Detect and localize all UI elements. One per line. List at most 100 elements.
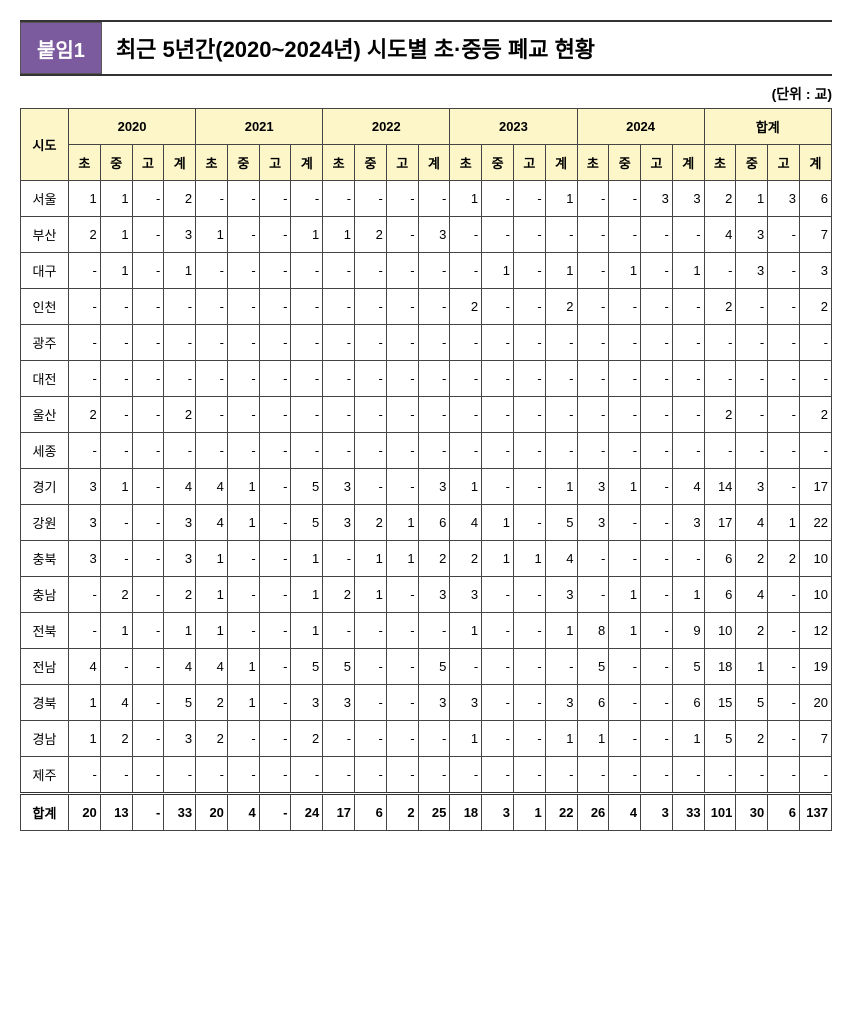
total-cell: 137 xyxy=(799,794,831,831)
data-cell: - xyxy=(577,577,609,613)
col-year-2021: 2021 xyxy=(196,109,323,145)
total-cell: 22 xyxy=(545,794,577,831)
data-cell: - xyxy=(450,217,482,253)
data-cell: - xyxy=(482,649,514,685)
data-cell: 3 xyxy=(164,541,196,577)
data-cell: - xyxy=(545,397,577,433)
data-cell: - xyxy=(513,181,545,217)
data-cell: 3 xyxy=(545,577,577,613)
data-cell: - xyxy=(227,397,259,433)
data-cell: - xyxy=(609,325,641,361)
data-cell: 1 xyxy=(196,541,228,577)
data-cell: 6 xyxy=(577,685,609,721)
data-cell: - xyxy=(259,577,291,613)
data-cell: 4 xyxy=(672,469,704,505)
data-cell: 3 xyxy=(799,253,831,289)
data-cell: - xyxy=(768,433,800,469)
data-cell: - xyxy=(291,361,323,397)
data-cell: 4 xyxy=(100,685,132,721)
region-cell: 광주 xyxy=(21,325,69,361)
data-cell: - xyxy=(482,325,514,361)
data-cell: 1 xyxy=(164,253,196,289)
total-cell: 4 xyxy=(227,794,259,831)
data-cell: - xyxy=(355,433,387,469)
data-cell: 1 xyxy=(450,469,482,505)
region-cell: 서울 xyxy=(21,181,69,217)
data-cell: - xyxy=(799,325,831,361)
data-cell: 18 xyxy=(704,649,736,685)
total-cell: 3 xyxy=(641,794,673,831)
data-cell: - xyxy=(132,541,164,577)
data-cell: 1 xyxy=(609,613,641,649)
data-cell: 3 xyxy=(323,685,355,721)
data-cell: - xyxy=(100,757,132,794)
data-cell: 1 xyxy=(69,181,101,217)
data-cell: - xyxy=(132,253,164,289)
data-cell: - xyxy=(641,397,673,433)
sub-header: 고 xyxy=(132,145,164,181)
data-cell: - xyxy=(513,361,545,397)
sub-header: 초 xyxy=(577,145,609,181)
data-cell: - xyxy=(196,397,228,433)
data-cell: 5 xyxy=(291,505,323,541)
data-cell: 15 xyxy=(704,685,736,721)
data-cell: - xyxy=(386,649,418,685)
data-cell: - xyxy=(641,649,673,685)
total-cell: 13 xyxy=(100,794,132,831)
data-cell: - xyxy=(641,217,673,253)
data-cell: - xyxy=(196,433,228,469)
data-cell: 3 xyxy=(69,505,101,541)
data-cell: 1 xyxy=(196,217,228,253)
table-row: 강원3--341-5321641-53--3174122 xyxy=(21,505,832,541)
data-cell: - xyxy=(132,577,164,613)
data-cell: 3 xyxy=(736,469,768,505)
data-cell: - xyxy=(450,757,482,794)
data-cell: - xyxy=(291,397,323,433)
data-cell: - xyxy=(577,757,609,794)
region-cell: 부산 xyxy=(21,217,69,253)
data-cell: 2 xyxy=(704,181,736,217)
data-cell: 2 xyxy=(799,397,831,433)
data-cell: - xyxy=(482,577,514,613)
data-cell: 1 xyxy=(768,505,800,541)
data-cell: 2 xyxy=(418,541,450,577)
data-cell: 4 xyxy=(196,505,228,541)
data-cell: 1 xyxy=(545,469,577,505)
data-cell: - xyxy=(323,397,355,433)
table-row: 전남4--441-55--5----5--5181-19 xyxy=(21,649,832,685)
sub-header: 초 xyxy=(450,145,482,181)
data-cell: - xyxy=(323,613,355,649)
data-cell: - xyxy=(672,361,704,397)
total-cell: 20 xyxy=(196,794,228,831)
region-cell: 전남 xyxy=(21,649,69,685)
sub-header: 고 xyxy=(641,145,673,181)
data-cell: - xyxy=(672,325,704,361)
title-bar: 붙임1 최근 5년간(2020~2024년) 시도별 초·중등 폐교 현황 xyxy=(20,20,832,76)
data-cell: - xyxy=(482,433,514,469)
sub-header: 중 xyxy=(100,145,132,181)
data-cell: - xyxy=(672,433,704,469)
data-cell: - xyxy=(736,757,768,794)
data-cell: - xyxy=(386,325,418,361)
data-cell: - xyxy=(259,181,291,217)
data-cell: - xyxy=(704,433,736,469)
data-cell: - xyxy=(386,181,418,217)
data-cell: 10 xyxy=(799,577,831,613)
total-row: 합계2013-33204-241762251831222643331013061… xyxy=(21,794,832,831)
sub-header: 계 xyxy=(291,145,323,181)
data-cell: - xyxy=(609,685,641,721)
table-row: 경남12-32--2----1--11--152-7 xyxy=(21,721,832,757)
data-cell: 4 xyxy=(704,217,736,253)
data-cell: - xyxy=(386,613,418,649)
data-cell: - xyxy=(259,361,291,397)
data-cell: 1 xyxy=(69,685,101,721)
data-cell: - xyxy=(418,613,450,649)
data-cell: 9 xyxy=(672,613,704,649)
data-cell: - xyxy=(132,613,164,649)
data-cell: 1 xyxy=(227,685,259,721)
data-cell: - xyxy=(323,325,355,361)
data-cell: - xyxy=(69,757,101,794)
total-cell: 20 xyxy=(69,794,101,831)
region-cell: 세종 xyxy=(21,433,69,469)
total-label: 합계 xyxy=(21,794,69,831)
